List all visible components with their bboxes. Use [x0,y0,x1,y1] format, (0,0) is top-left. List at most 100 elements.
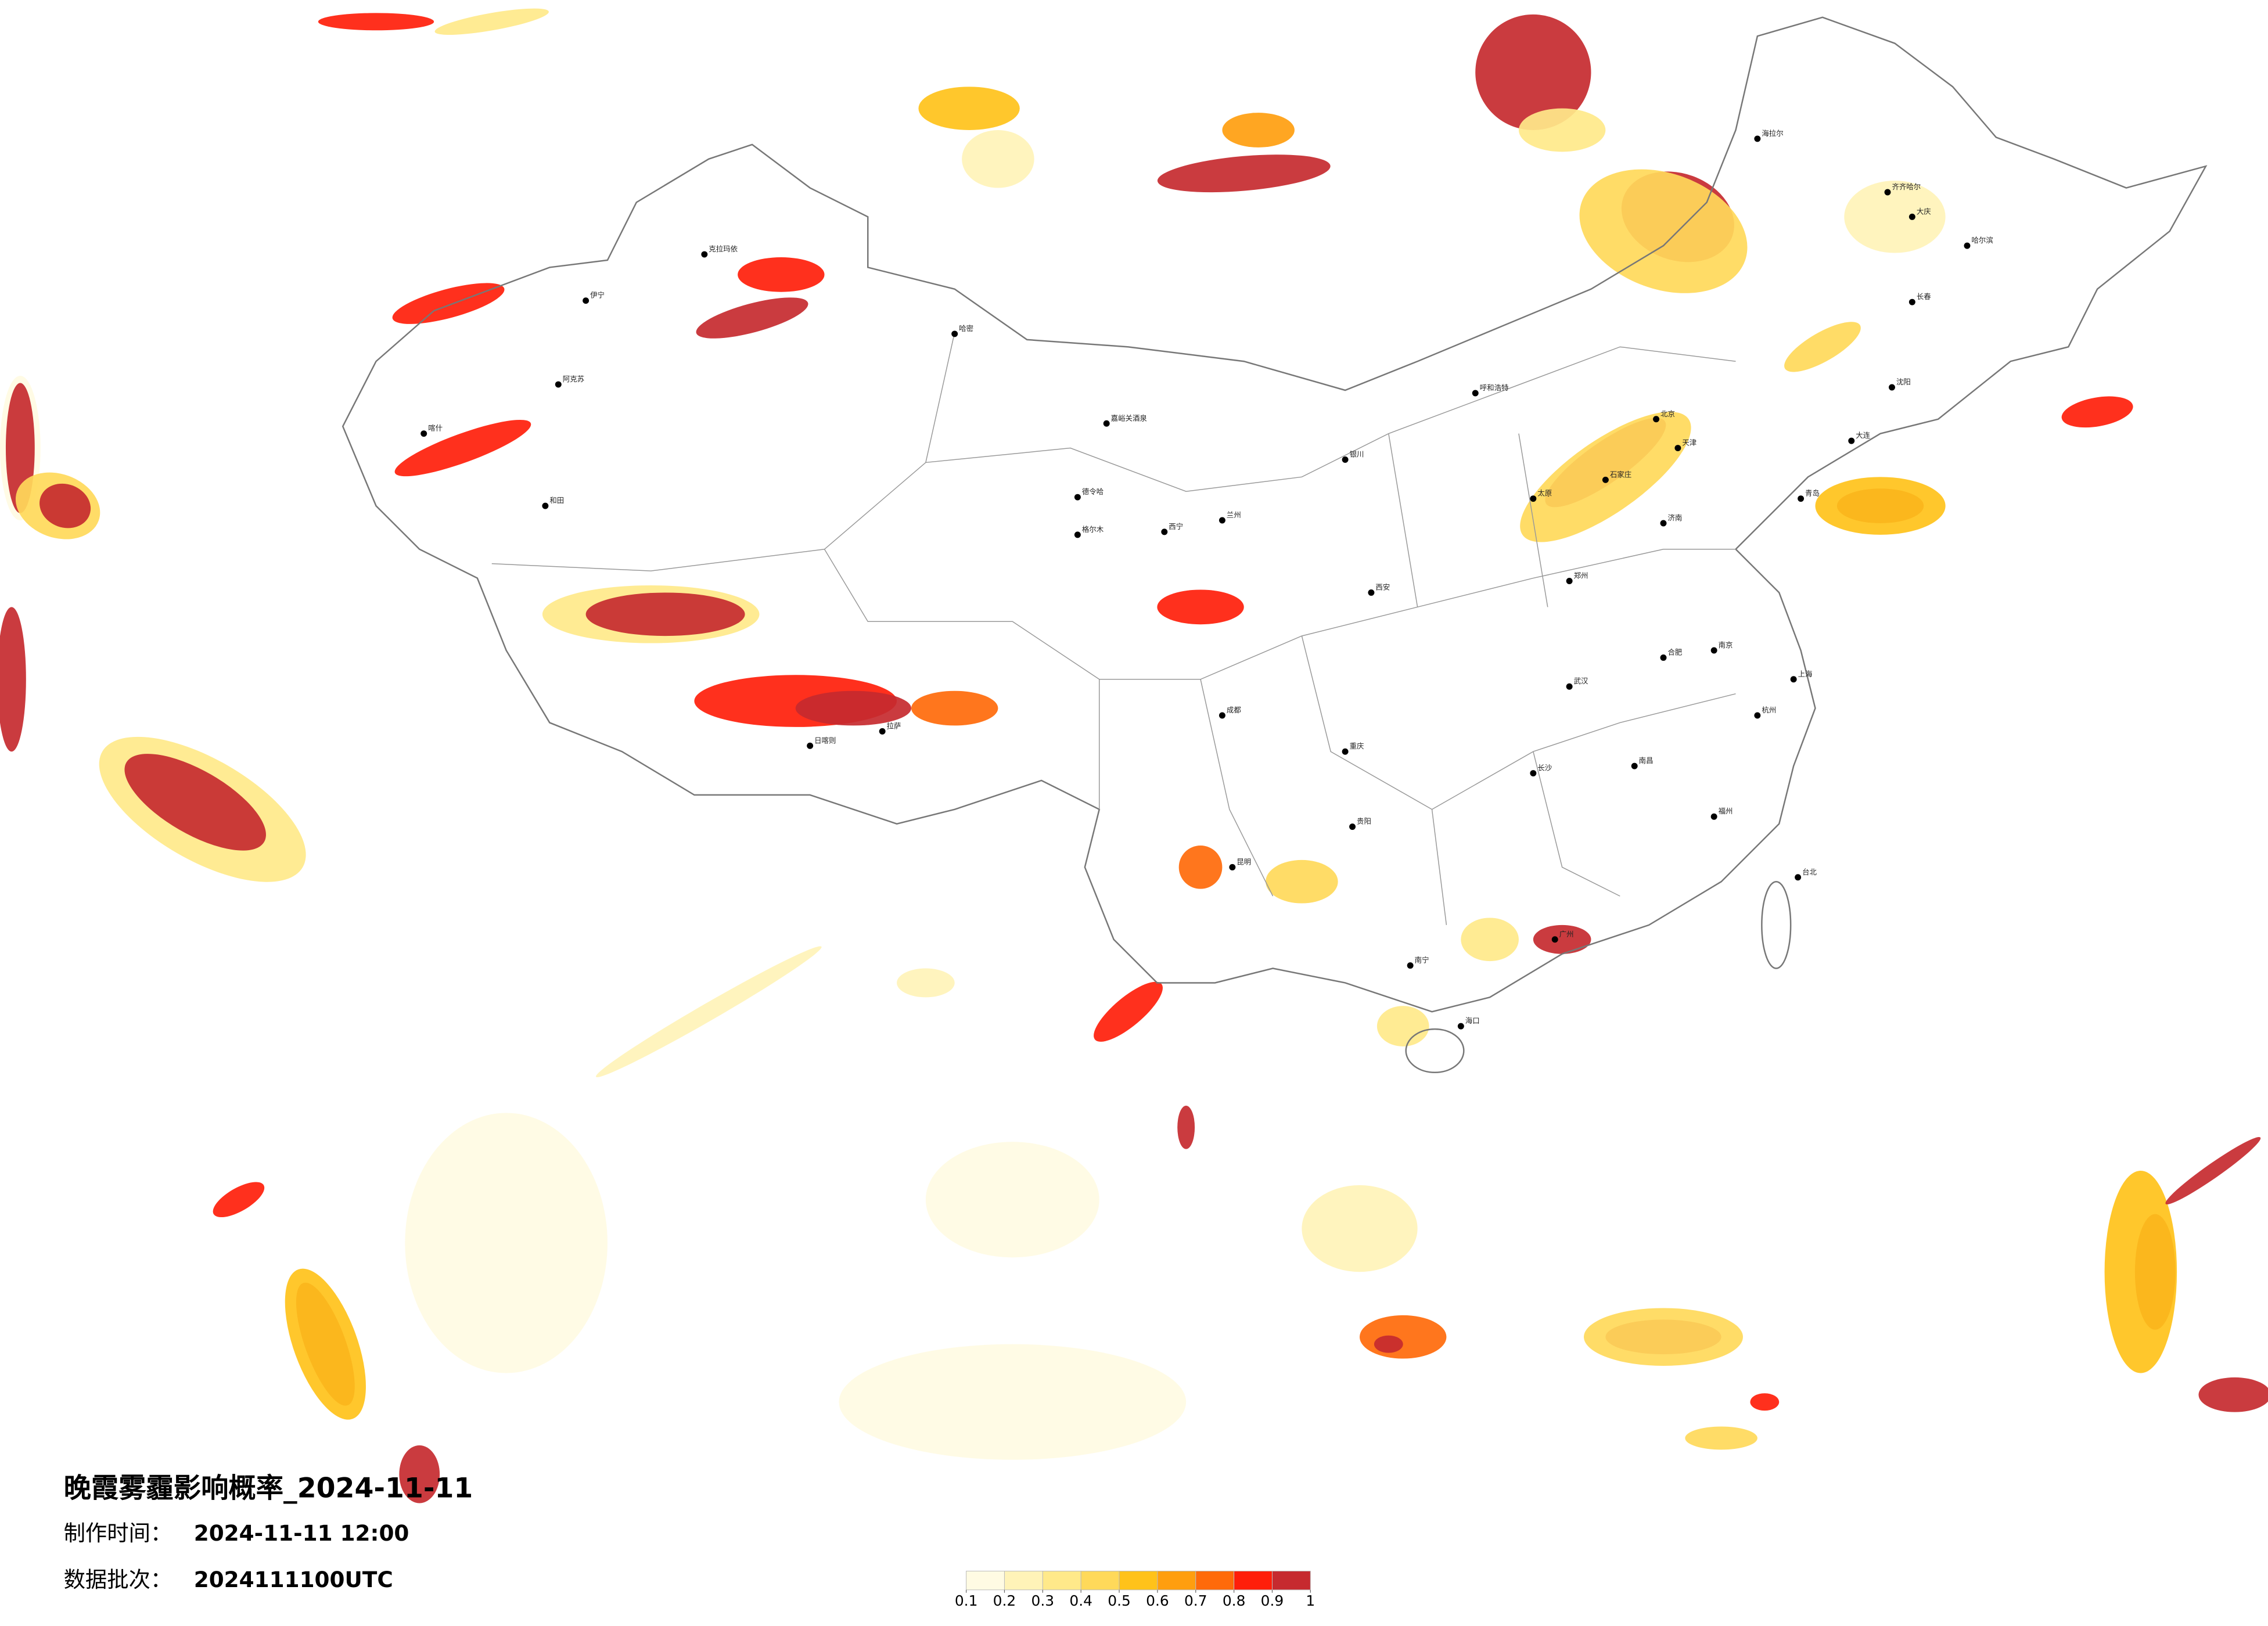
colorbar-tick-label: 0.2 [993,1592,1016,1609]
city-label: 石家庄 [1610,470,1631,479]
map-title: 晚霞雾霾影响概率_2024-11-11 [64,1473,473,1505]
city-dot [1219,517,1225,524]
probability-patch [911,690,998,726]
colorbar-tick-label: 0.9 [1261,1592,1284,1609]
city-dot [1889,384,1895,391]
probability-patch [2104,1171,2177,1373]
city-dot [583,297,590,304]
colorbar-bin [1080,1570,1120,1591]
colorbar-tick-label: 1 [1306,1592,1315,1609]
city-label: 长沙 [1537,764,1552,772]
probability-patch [1584,1308,1743,1366]
probability-patch [1750,1393,1780,1411]
city-dot [1566,578,1573,585]
city-dot [1074,531,1081,538]
city-label: 德令哈 [1082,487,1104,496]
city-label: 克拉玛依 [709,244,738,253]
city-label: 沈阳 [1896,377,1911,386]
city-dot [1710,647,1717,654]
colorbar-bin [1157,1570,1196,1591]
probability-patch [897,968,955,998]
city-label: 太原 [1537,489,1552,498]
city-label: 齐齐哈尔 [1892,182,1921,191]
city-label: 伊宁 [590,291,605,300]
probability-patch [696,297,808,339]
city-dot [1795,874,1802,881]
city-dot [1754,712,1761,719]
city-dot [1103,420,1110,427]
probability-patch [2165,1136,2261,1205]
probability-patch [1094,981,1163,1042]
city-dot [1349,823,1356,830]
colorbar-tick-label: 0.6 [1146,1592,1169,1609]
probability-patch [2061,396,2133,428]
city-dot [1368,589,1375,596]
probability-patch [1157,589,1244,625]
taiwan-outline [1761,880,1792,969]
city-dot [1530,495,1537,502]
city-dot [1602,476,1609,483]
colorbar-bin [1271,1570,1311,1591]
probability-patch [394,419,531,477]
probability-patch [1533,924,1591,954]
city-label: 广州 [1559,930,1574,938]
china-outline [342,16,2208,1013]
city-label: 和田 [549,496,564,505]
probability-patch [738,257,825,292]
probability-patch [1685,1426,1757,1450]
city-dot [1566,683,1573,690]
probability-patch [434,8,549,35]
city-dot [1660,654,1667,661]
colorbar-bin [966,1570,1005,1591]
probability-patch [918,87,1020,130]
probability-patch [1844,181,1946,253]
city-dot [420,430,427,437]
batch-label: 数据批次： [64,1567,172,1592]
city-label: 南宁 [1415,956,1429,965]
probability-patch [1461,918,1519,962]
city-label: 天津 [1682,438,1696,447]
city-dot [1674,445,1681,452]
colorbar-tick-label: 0.7 [1184,1592,1207,1609]
probability-patch [925,1142,1099,1258]
probability-patch [392,283,505,324]
city-label: 长春 [1917,292,1931,301]
city-dot [1710,813,1717,820]
probability-patch [1815,477,1946,535]
city-label: 大庆 [1917,207,1931,215]
probability-patch [1177,1106,1195,1149]
probability-patch [1579,169,1748,293]
probability-patch [2198,1377,2268,1412]
city-label: 福州 [1719,807,1733,815]
city-label: 重庆 [1350,742,1364,750]
city-label: 合肥 [1667,647,1682,656]
city-dot [1908,298,1915,305]
probability-patch [399,1445,440,1503]
probability-patch [1376,1006,1429,1046]
city-label: 西宁 [1169,522,1183,531]
city-label: 贵阳 [1357,817,1371,826]
probability-patch [585,592,745,636]
city-dot [1530,770,1537,777]
probability-patch [124,754,266,851]
colorbar-bin [1195,1570,1235,1591]
city-dot [701,251,708,258]
probability-patch [1374,1335,1403,1353]
city-label: 西安 [1375,582,1390,591]
city-dot [807,742,814,749]
probability-patch [1302,1185,1418,1272]
batch-value: 2024111100UTC [194,1567,393,1592]
probability-patch [1178,846,1223,889]
city-label: 呼和浩特 [1480,383,1509,392]
city-label: 阿克苏 [563,375,584,383]
city-dot [1161,528,1168,535]
city-dot [1631,762,1638,769]
colorbar-tick-label: 0.1 [955,1592,978,1609]
city-label: 上海 [1798,670,1813,678]
city-label: 郑州 [1574,571,1588,580]
city-label: 海拉尔 [1762,129,1783,138]
